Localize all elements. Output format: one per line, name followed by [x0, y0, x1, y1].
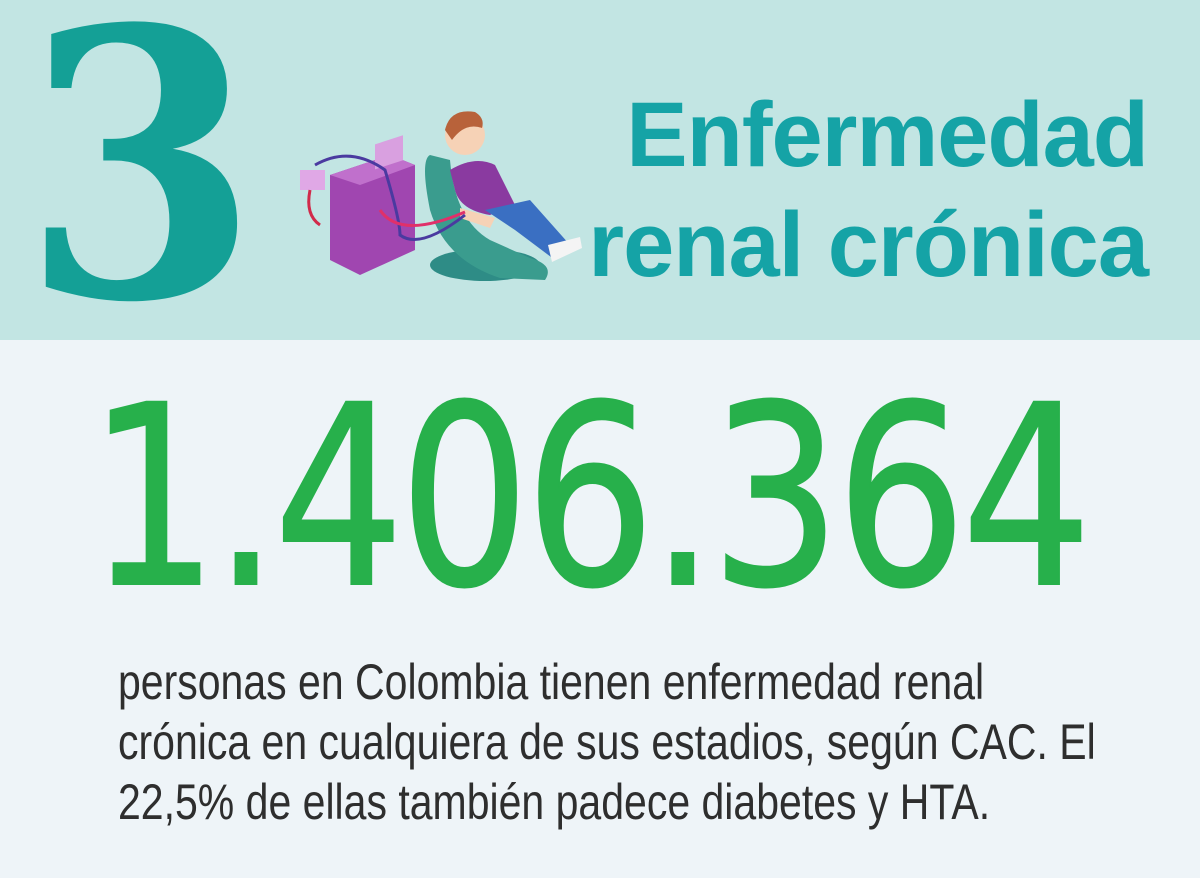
description-line: 22,5% de ellas también padece diabetes y…	[118, 774, 991, 830]
header-band: 3 Enfermedad renal crónica	[0, 0, 1200, 352]
dialysis-patient-illustration-icon	[300, 111, 582, 281]
title-line: renal crónica	[588, 194, 1149, 296]
section-number: 3	[22, 0, 259, 384]
page-title: Enfermedad renal crónica	[588, 80, 1149, 300]
stat-description: personas en Colombia tienen enfermedad r…	[118, 652, 1096, 832]
description-line: personas en Colombia tienen enfermedad r…	[118, 654, 985, 710]
stat-value: 1.406.364	[87, 351, 1093, 644]
description-line: crónica en cualquiera de sus estadios, s…	[118, 714, 1096, 770]
title-line: Enfermedad	[626, 84, 1149, 186]
